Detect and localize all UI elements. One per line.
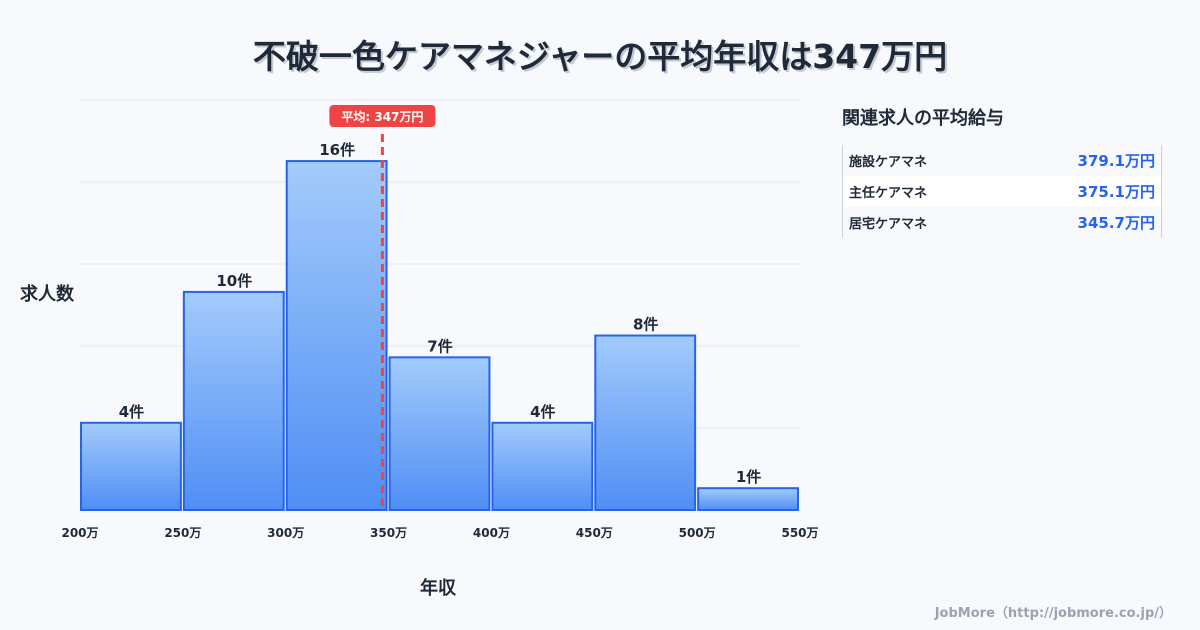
bar-value-label: 16件 [319, 141, 355, 159]
x-tick-label: 450万 [576, 526, 613, 540]
y-axis-label: 求人数 [20, 284, 74, 305]
list-item: 居宅ケアマネ 345.7万円 [843, 207, 1161, 238]
bar-value-label: 10件 [216, 272, 252, 290]
x-tick-label: 300万 [267, 526, 304, 540]
x-tick-label: 200万 [61, 526, 98, 540]
salary-value: 375.1万円 [1077, 183, 1155, 201]
bar-value-label: 7件 [427, 337, 452, 355]
chart-title: 不破一色ケアマネジャーの平均年収は347万円 [252, 37, 948, 76]
bar [285, 160, 388, 511]
bar-value-label: 4件 [119, 403, 144, 421]
job-label: 居宅ケアマネ [849, 217, 928, 232]
bar [594, 334, 697, 511]
list-item: 主任ケアマネ 375.1万円 [843, 176, 1161, 207]
x-tick-label: 400万 [473, 526, 510, 540]
bar [491, 421, 594, 511]
related-salary-list: 施設ケアマネ 379.1万円 主任ケアマネ 375.1万円 居宅ケアマネ 345.7万… [842, 145, 1162, 238]
salary-value: 379.1万円 [1077, 152, 1155, 170]
bar [80, 421, 182, 511]
job-label: 施設ケアマネ [849, 155, 928, 170]
x-tick-label: 350万 [370, 526, 407, 540]
bar [697, 487, 800, 512]
x-axis-label: 年収 [420, 578, 456, 599]
average-label: 平均: 347万円 [341, 109, 423, 124]
bar-value-label: 4件 [530, 403, 555, 421]
bar-value-label: 8件 [633, 316, 658, 334]
salary-value: 345.7万円 [1077, 214, 1155, 232]
list-item: 施設ケアマネ 379.1万円 [843, 145, 1161, 176]
job-label: 主任ケアマネ [849, 186, 928, 201]
x-tick-label: 250万 [164, 526, 201, 540]
average-badge [329, 105, 436, 127]
related-salary-title: 関連求人の平均給与 [842, 108, 1004, 129]
footer-credit: JobMore（http://jobmore.co.jp/） [934, 606, 1172, 621]
x-tick-label: 500万 [679, 526, 716, 540]
bar-value-label: 1件 [736, 468, 761, 486]
bar [388, 356, 491, 511]
bar [182, 290, 285, 511]
x-tick-label: 550万 [781, 526, 818, 540]
